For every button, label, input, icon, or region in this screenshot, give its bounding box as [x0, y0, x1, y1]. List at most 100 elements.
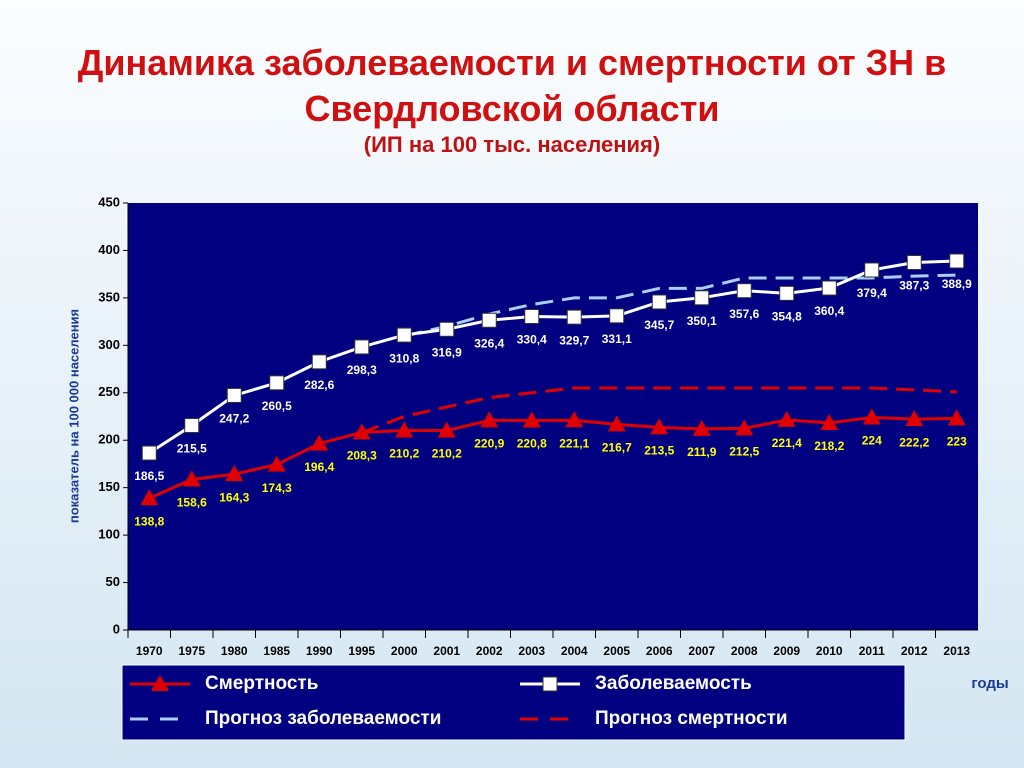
- chart-title: Динамика заболеваемости и смертности от …: [77, 42, 947, 129]
- x-tick-label: 1985: [263, 644, 290, 658]
- marker: [396, 327, 412, 343]
- marker: [522, 411, 541, 428]
- y-tick-label: 400: [98, 242, 120, 257]
- x-tick-label: 2008: [731, 644, 758, 658]
- x-tick-label: 1980: [221, 644, 248, 658]
- data-label: 196,4: [304, 460, 334, 474]
- x-tick-label: 1990: [306, 644, 333, 658]
- marker: [140, 489, 159, 506]
- y-tick-label: 50: [106, 574, 120, 589]
- data-label: 224: [862, 434, 882, 448]
- marker: [481, 312, 497, 328]
- marker: [821, 280, 837, 296]
- marker: [565, 411, 584, 428]
- legend-label: Смертность: [205, 673, 318, 694]
- marker: [607, 415, 626, 432]
- x-tick-label: 2003: [518, 644, 545, 658]
- data-label: 326,4: [474, 336, 504, 350]
- data-label: 158,6: [177, 496, 207, 510]
- marker: [226, 387, 242, 403]
- data-label: 210,2: [389, 447, 419, 461]
- x-tick-label: 2007: [688, 644, 715, 658]
- data-label: 360,4: [814, 304, 844, 318]
- data-label: 212,5: [729, 445, 759, 459]
- marker: [905, 410, 924, 427]
- data-label: 221,4: [772, 436, 802, 450]
- data-label: 210,2: [432, 447, 462, 461]
- marker: [779, 285, 795, 301]
- data-label: 331,1: [602, 332, 632, 346]
- data-label: 387,3: [899, 279, 929, 293]
- legend-marker: [542, 676, 558, 692]
- marker: [777, 410, 796, 427]
- x-tick-label: 1975: [178, 644, 205, 658]
- data-label: 350,1: [687, 314, 717, 328]
- marker: [947, 409, 966, 426]
- x-tick-label: 2006: [646, 644, 673, 658]
- data-label: 357,6: [729, 307, 759, 321]
- forecast-line: [403, 273, 957, 338]
- legend: [121, 664, 906, 741]
- data-label: 282,6: [304, 378, 334, 392]
- y-tick-label: 450: [98, 194, 120, 209]
- marker: [820, 413, 839, 430]
- y-axis-label: показатель на 100 000 населения: [66, 309, 81, 523]
- data-label: 186,5: [134, 469, 164, 483]
- data-label: 329,7: [559, 333, 589, 347]
- marker: [609, 308, 625, 324]
- legend-label: Прогноз смертности: [595, 708, 788, 729]
- y-tick-label: 150: [98, 479, 120, 494]
- x-tick-label: 2005: [603, 644, 630, 658]
- data-label: 298,3: [347, 363, 377, 377]
- marker: [692, 419, 711, 436]
- data-label: 216,7: [602, 441, 632, 455]
- marker: [310, 434, 329, 451]
- data-label: 310,8: [389, 351, 419, 365]
- x-tick-label: 2001: [433, 644, 460, 658]
- data-label: 330,4: [517, 333, 547, 347]
- legend-label: Заболеваемость: [595, 673, 752, 694]
- x-tick-label: 1970: [136, 644, 163, 658]
- marker: [949, 253, 965, 269]
- x-tick-label: 2012: [901, 644, 928, 658]
- x-tick-label: 2002: [476, 644, 503, 658]
- y-tick-label: 300: [98, 337, 120, 352]
- marker: [651, 294, 667, 310]
- legend-marker: [151, 675, 169, 691]
- x-tick-label: 2010: [816, 644, 843, 658]
- marker: [439, 321, 455, 337]
- data-label: 220,9: [474, 437, 504, 451]
- chart-subtitle: (ИП на 100 тыс. населения): [363, 132, 661, 157]
- data-label: 260,5: [262, 399, 292, 413]
- data-label: 316,9: [432, 345, 462, 359]
- x-tick-label: 1995: [348, 644, 375, 658]
- data-label: 174,3: [262, 481, 292, 495]
- marker: [225, 465, 244, 482]
- plot-area: [128, 203, 978, 630]
- data-label: 388,9: [942, 277, 972, 291]
- data-label: 247,2: [219, 412, 249, 426]
- x-tick-label: 2004: [561, 644, 588, 658]
- data-label: 208,3: [347, 449, 377, 463]
- marker: [735, 419, 754, 436]
- y-tick-label: 250: [98, 384, 120, 399]
- y-tick-label: 350: [98, 289, 120, 304]
- marker: [269, 375, 285, 391]
- y-tick-label: 100: [98, 527, 120, 542]
- marker: [736, 283, 752, 299]
- data-label: 222,2: [899, 435, 929, 449]
- marker: [906, 254, 922, 270]
- marker: [354, 339, 370, 355]
- data-label: 354,8: [772, 310, 802, 324]
- marker: [141, 445, 157, 461]
- forecast-line: [361, 386, 957, 435]
- series-line: [148, 415, 957, 500]
- marker: [694, 290, 710, 306]
- marker: [352, 423, 371, 440]
- data-label: 213,5: [644, 444, 674, 458]
- marker: [182, 470, 201, 487]
- data-label: 218,2: [814, 439, 844, 453]
- data-label: 164,3: [219, 490, 249, 504]
